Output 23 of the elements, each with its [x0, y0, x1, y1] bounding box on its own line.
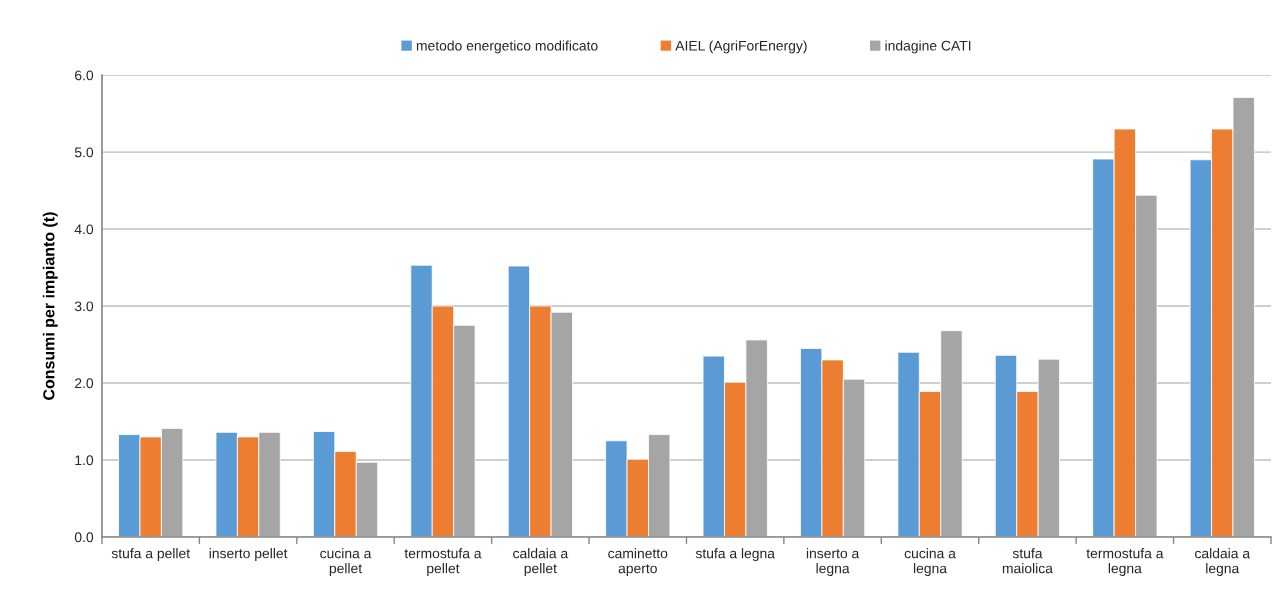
x-tick-label: inserto a legna [806, 548, 860, 577]
y-tick-label: 2.0 [75, 378, 94, 389]
x-tick-label: stufa a legna [695, 548, 775, 562]
y-axis-title: Consumi per impianto (t) [42, 212, 58, 400]
y-tick-label: 6.0 [75, 70, 94, 81]
x-tick-label: termostufa a pellet [404, 548, 482, 577]
x-tick-label: caminetto aperto [608, 548, 668, 577]
x-tick-label: caldaia a legna [1195, 548, 1251, 577]
y-tick-label: 5.0 [74, 147, 94, 158]
x-tick-label: cucina a legna [904, 548, 956, 577]
y-tick-label: 0.0 [74, 532, 94, 543]
x-tick-label: stufa a pellet [111, 548, 190, 562]
x-tick-label: cucina a pellet [320, 548, 372, 577]
x-tick-label: termostufa a legna [1086, 548, 1164, 577]
legend-label: indagine CATI [885, 40, 971, 54]
legend-label: AIEL (AgriForEnergy) [675, 40, 807, 54]
legend-label: metodo energetico modificato [416, 40, 598, 54]
y-tick-label: 3.0 [74, 301, 94, 312]
x-tick-label: inserto pellet [209, 548, 288, 562]
x-tick-label: stufa maiolica [1002, 548, 1053, 574]
y-tick-label: 4.0 [74, 224, 94, 235]
x-tick-label: caldaia a pellet [513, 548, 569, 577]
y-tick-label: 1.0 [75, 455, 94, 466]
